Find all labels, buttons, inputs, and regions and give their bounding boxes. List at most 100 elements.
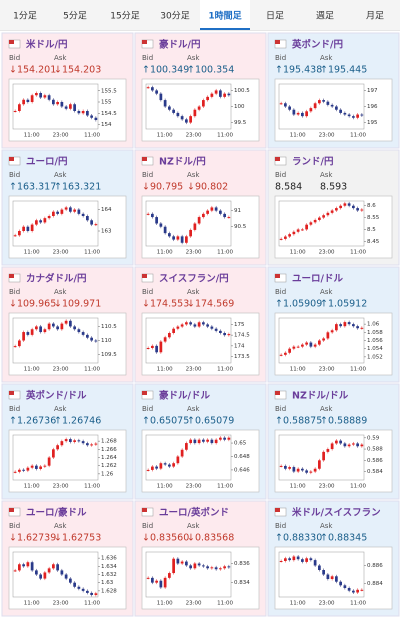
candle [43, 465, 47, 467]
candle [284, 465, 287, 469]
x-tick-label: 23:00 [319, 133, 335, 139]
x-tick-label: 11:00 [350, 367, 366, 373]
candle [151, 577, 154, 583]
flag-mark [275, 274, 280, 278]
candle [90, 220, 93, 225]
candle [360, 209, 364, 211]
flag-mark [9, 40, 14, 44]
flag-mark [9, 391, 14, 395]
candle [193, 223, 197, 230]
candle [69, 578, 72, 583]
rate-tile[interactable]: 英ポンド/ドル Bid Ask ↑1.26736↑1.26746 1.268 1.266 1… [1, 383, 134, 500]
candle [210, 207, 214, 211]
candle [172, 558, 175, 574]
x-tick-label: 23:00 [53, 133, 69, 139]
candle [193, 563, 197, 569]
ask-label: Ask [320, 171, 333, 179]
rate-tile[interactable]: カナダドル/円 Bid Ask ↓109.965↓109.971 110.5 110 109… [1, 266, 134, 383]
y-tick-label: 1.266 [101, 447, 117, 453]
rate-tile[interactable]: ユーロ/円 Bid Ask ↑163.317↑163.321 164 163 11:00 23… [1, 149, 134, 266]
candle [284, 103, 287, 107]
bid-value: ↑0.58875 [275, 416, 322, 427]
x-tick-label: 11:00 [350, 601, 366, 607]
rate-tile[interactable]: 英ポンド/円 Bid Ask ↑195.438↑195.445 197 196 195 11:… [267, 32, 400, 149]
candle [352, 205, 355, 209]
candle [159, 93, 163, 101]
x-tick-label: 11:00 [217, 250, 233, 256]
candle [210, 93, 214, 97]
tab[interactable]: 月足 [350, 0, 400, 30]
candle [60, 441, 64, 446]
x-tick-label: 23:00 [186, 601, 202, 607]
x-tick-label: 23:00 [53, 367, 69, 373]
y-tick-label: 155.5 [101, 88, 117, 94]
rate-tile[interactable]: 豪ドル/円 Bid Ask ↑100.349↑100.354 100.5 100 99.5 1… [134, 32, 267, 149]
candle [64, 439, 68, 442]
rate-tile[interactable]: 米ドル/スイスフラン Bid Ask ↑0.88330↑0.88345 0.886 0.8… [267, 500, 400, 617]
candle [159, 341, 163, 353]
tab[interactable]: 5分足 [50, 0, 100, 30]
candle [43, 329, 47, 333]
candle [73, 209, 76, 212]
ask-value: ↓109.971 [54, 299, 101, 310]
y-tick-label: 100.5 [234, 88, 250, 94]
candle [77, 586, 81, 589]
candle [343, 443, 347, 447]
candle [202, 213, 205, 218]
candle [197, 322, 201, 327]
y-tick-label: 1.052 [367, 354, 383, 360]
pair-name: 豪ドル/ドル [159, 390, 210, 402]
rate-tile[interactable]: ユーロ/豪ドル Bid Ask ↓1.62739↓1.62753 1.636 1.634 1… [1, 500, 134, 617]
candle [185, 322, 188, 325]
rate-tile[interactable]: ユーロ/英ポンド Bid Ask ↓0.83560↓0.83568 0.836 0.834… [134, 500, 267, 617]
tab-bg [250, 0, 300, 30]
candle [343, 203, 347, 206]
candle [73, 104, 76, 111]
x-tick-label: 23:00 [53, 250, 69, 256]
candle [206, 96, 209, 101]
candle [185, 236, 188, 243]
y-tick-label: 1.056 [367, 338, 383, 344]
tab[interactable]: 週足 [300, 0, 350, 30]
candle [77, 329, 81, 333]
y-tick-label: 196 [367, 104, 378, 110]
ask-value: ↓0.83568 [187, 533, 234, 544]
candle [18, 564, 21, 571]
chart-frame [8, 312, 127, 376]
rate-tile[interactable]: NZドル/円 Bid Ask ↓90.795 ↓90.802 91 90.5 11:00 23:… [134, 149, 267, 266]
x-tick-label: 23:00 [319, 601, 335, 607]
candle [155, 90, 158, 94]
candle [13, 570, 17, 572]
tab-bg [150, 0, 200, 30]
candle [193, 324, 197, 327]
rate-tile[interactable]: 米ドル/円 Bid Ask ↓154.201↓154.203 155.5 155 154.5… [1, 32, 134, 149]
candle [313, 103, 317, 109]
candle [301, 344, 304, 347]
tab[interactable]: 日足 [250, 0, 300, 30]
x-tick-label: 11:00 [350, 133, 366, 139]
candle [210, 567, 214, 569]
rate-tile[interactable]: スイスフラン/円 Bid Ask ↓174.553↓174.569 175 174.5 17… [134, 266, 267, 383]
candle [279, 103, 283, 105]
candle [318, 100, 321, 104]
ask-label: Ask [320, 522, 333, 530]
tab[interactable]: 30分足 [150, 0, 200, 30]
tab-bg [300, 0, 350, 30]
tab-bg [350, 0, 400, 30]
tab[interactable]: 1分足 [0, 0, 50, 30]
candle [296, 112, 300, 115]
candle [159, 223, 163, 227]
candle [185, 443, 188, 450]
candle [180, 324, 184, 327]
tab[interactable]: 1時間足 [200, 0, 250, 30]
x-tick-label: 11:00 [350, 484, 366, 490]
tab[interactable]: 15分足 [100, 0, 150, 30]
candle [214, 328, 218, 331]
y-tick-label: 1.06 [367, 322, 380, 328]
rate-tile[interactable]: NZドル/ドル Bid Ask ↑0.58875↑0.58889 0.59 0.588 0.… [267, 383, 400, 500]
y-tick-label: 0.884 [367, 581, 383, 587]
rate-tile[interactable]: 豪ドル/ドル Bid Ask ↑0.65075↑0.65079 0.65 0.648 0.6… [134, 383, 267, 500]
rate-tile[interactable]: ユーロ/ドル Bid Ask ↑1.05909↑1.05912 1.06 1.058 1.0… [267, 266, 400, 383]
candle [47, 95, 51, 100]
